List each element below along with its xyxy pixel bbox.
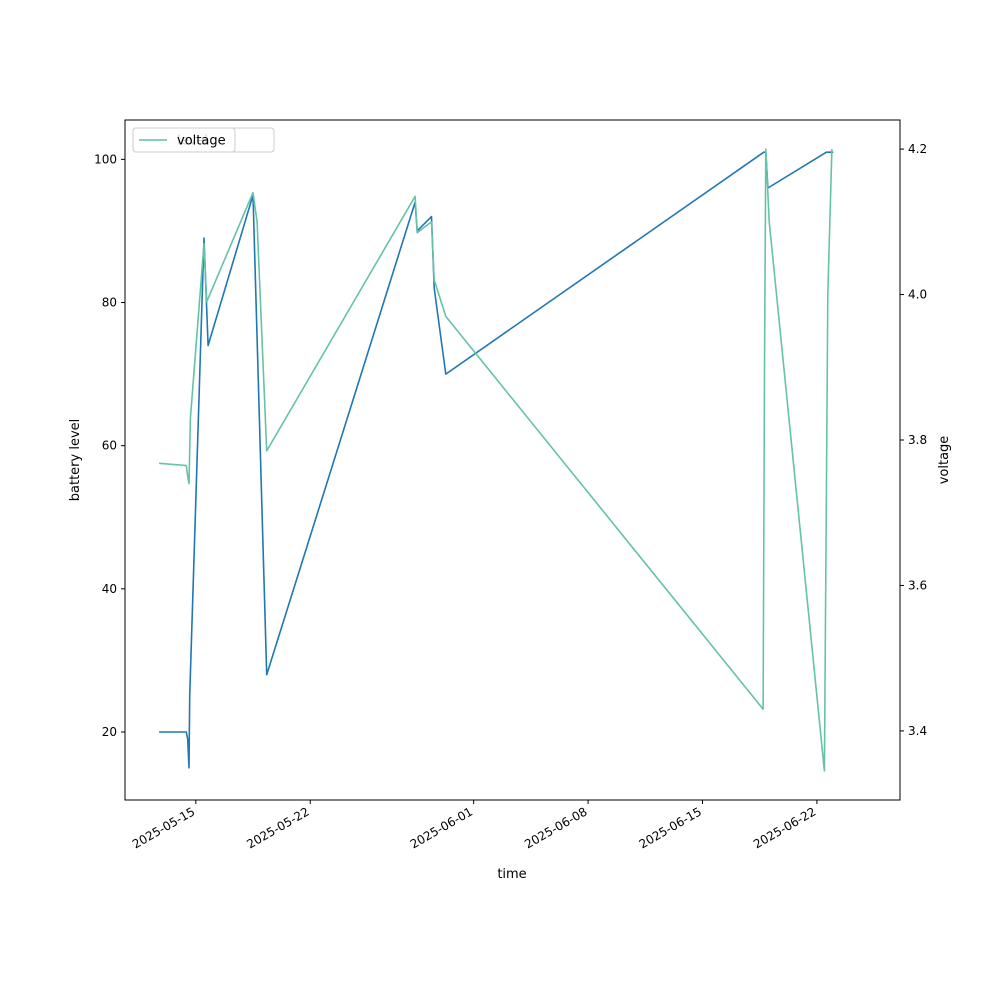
legend-label: voltage [177,134,226,149]
plot-frame [124,119,901,801]
y-left-axis-ticks: 20 40 60 80 100 [94,152,125,739]
series-layer [159,148,834,772]
y-left-tick-label: 20 [102,725,117,739]
series-line-voltage [159,148,833,772]
y-left-tick-label: 80 [102,296,117,310]
y-left-tick-label: 60 [102,439,117,453]
y-right-tick-label: 3.8 [908,433,927,447]
y-right-tick-label: 4.0 [908,288,927,302]
legend-box [132,127,236,153]
y-right-axis-ticks: 3.4 3.6 3.8 4.0 4.2 [900,142,927,738]
y-left-tick-label: 100 [94,152,117,166]
x-axis-label: time [497,867,526,882]
y-right-tick-label: 3.4 [908,724,927,738]
y-right-tick-label: 3.6 [908,578,927,592]
legend-entry-voltage: voltage [132,127,236,153]
y-left-axis-label: battery level [68,419,83,502]
y-right-axis-label: voltage [937,436,952,485]
y-right-tick-label: 4.2 [908,142,927,156]
y-left-tick-label: 40 [102,582,117,596]
